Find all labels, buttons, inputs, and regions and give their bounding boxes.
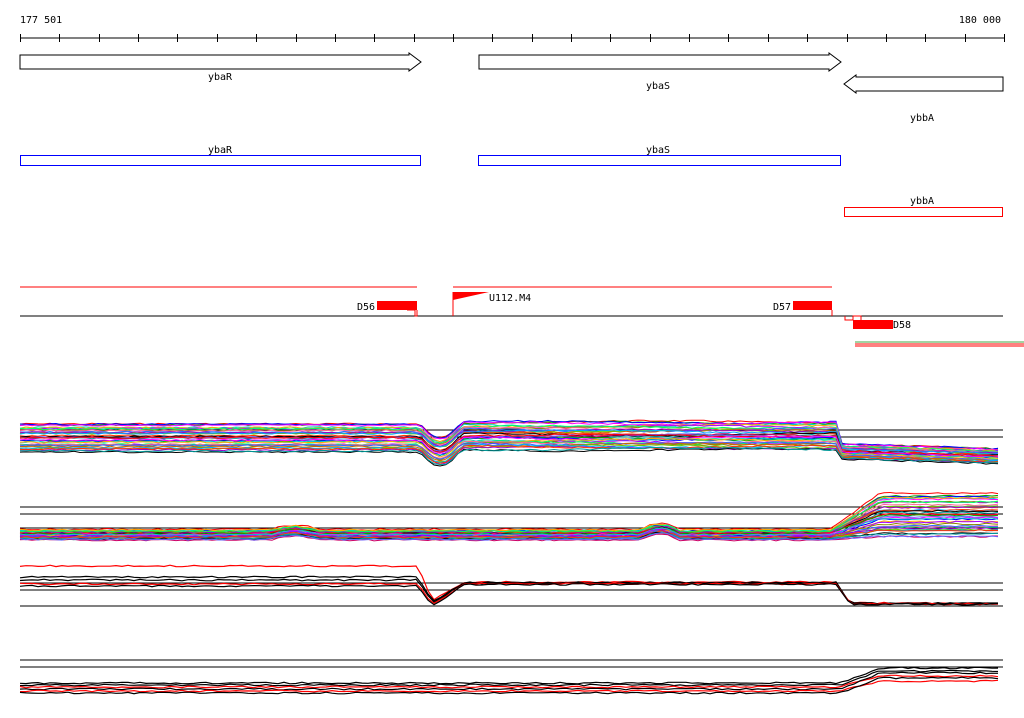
feature-label-u112: U112.M4 <box>489 293 531 304</box>
feature-label-d57: D57 <box>773 302 791 313</box>
signal-line <box>19 446 999 466</box>
signal-line <box>19 676 999 695</box>
signal-line <box>19 529 999 539</box>
signal-line <box>20 679 999 693</box>
signal-line <box>19 440 999 461</box>
gene-box-ybas[interactable] <box>478 155 841 166</box>
gene-box-ybba[interactable] <box>844 207 1003 217</box>
feature-d57[interactable] <box>793 301 832 310</box>
feature-track: D56 U112.M4 D57 D58 <box>20 286 1024 347</box>
signal-line <box>19 433 999 457</box>
signal-line <box>19 419 999 450</box>
gene-box-track: ybaR ybaS ybbA <box>20 145 1003 217</box>
feature-u112[interactable] <box>453 292 489 300</box>
signal-line <box>19 435 999 459</box>
signal-line <box>19 429 999 455</box>
signal-line <box>19 533 999 542</box>
coordinate-ruler: 177 501 180 000 <box>20 15 1005 42</box>
signal-line <box>19 491 999 531</box>
signal-line <box>19 421 999 451</box>
gene-box-ybar[interactable] <box>20 155 421 166</box>
signal-track-3 <box>19 564 1003 607</box>
feature-label-d56: D56 <box>357 302 375 313</box>
signal-line <box>19 669 999 687</box>
signal-line <box>19 582 999 606</box>
signal-line <box>19 431 999 457</box>
signal-line <box>19 500 999 533</box>
signal-line <box>19 674 999 689</box>
feature-d56[interactable] <box>377 301 417 310</box>
signal-line <box>19 575 999 605</box>
gene-label-ybas: ybaS <box>646 81 670 92</box>
feature-d58[interactable] <box>853 320 893 329</box>
signal-line <box>19 423 999 452</box>
signal-track-4 <box>19 659 1003 695</box>
signal-line <box>19 437 999 459</box>
ruler-start-label: 177 501 <box>20 15 62 26</box>
signal-line <box>19 445 999 466</box>
ruler-ticks <box>20 34 1005 42</box>
gene-arrow-ybar[interactable] <box>19 52 422 72</box>
gene-arrow-ybas[interactable] <box>478 52 842 72</box>
gene-label-ybar: ybaR <box>208 72 233 83</box>
signal-track-1 <box>19 419 1003 467</box>
signal-line <box>20 427 999 454</box>
signal-line <box>19 582 999 606</box>
gene-box-label-ybas: ybaS <box>646 145 670 156</box>
gene-arrow-track: ybaR ybaS ybbA <box>19 52 1004 124</box>
signal-line <box>19 671 999 691</box>
signal-line <box>19 532 999 541</box>
signal-line <box>19 441 999 461</box>
signal-line <box>19 496 998 532</box>
signal-track-2 <box>19 491 1003 542</box>
gene-box-label-ybar: ybaR <box>208 145 233 156</box>
signal-line <box>19 666 999 685</box>
gene-box-label-ybba: ybbA <box>910 196 934 207</box>
signal-line <box>19 424 999 453</box>
gene-arrow-ybba[interactable] <box>843 74 1004 94</box>
gene-label-ybba: ybbA <box>910 113 934 124</box>
signal-line <box>19 444 999 464</box>
ruler-end-label: 180 000 <box>959 15 1001 26</box>
feature-label-d58: D58 <box>893 320 911 331</box>
